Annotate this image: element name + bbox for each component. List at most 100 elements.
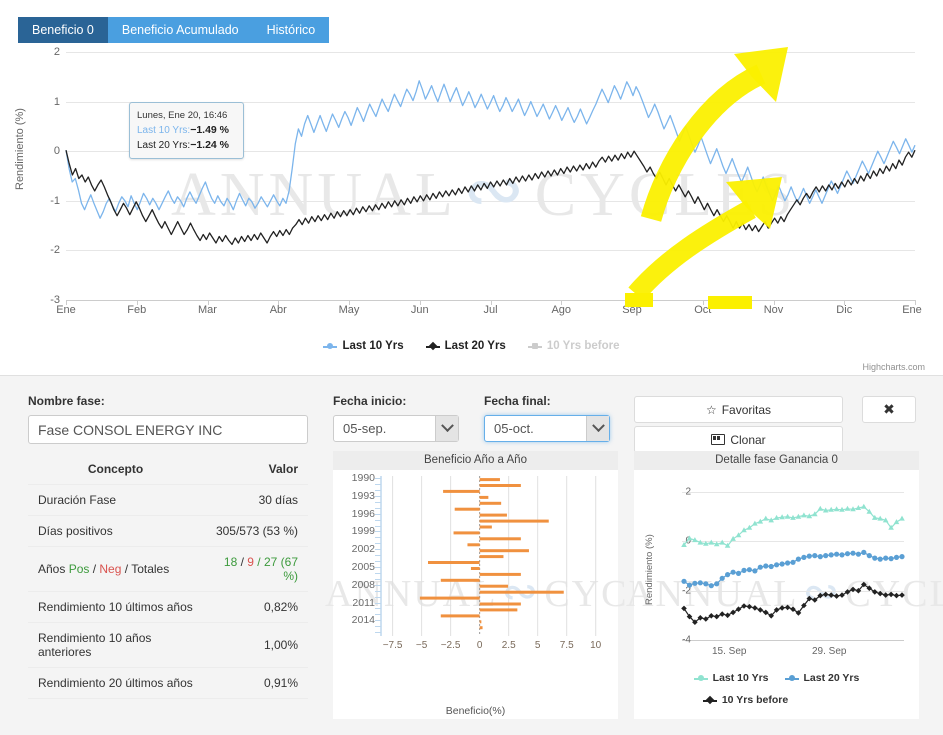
fecha-inicio-select[interactable]: 05-sep. — [333, 415, 459, 442]
highcharts-credit[interactable]: Highcharts.com — [862, 362, 925, 372]
close-icon: ✖ — [883, 401, 895, 417]
beneficio-y-tick-2002: 2002 — [351, 543, 375, 556]
beneficio-y-tick-2005: 2005 — [351, 561, 375, 573]
y-tick-neg1: -1 — [50, 194, 60, 207]
col-header-valor: Valor — [203, 454, 308, 485]
favoritas-button[interactable]: ☆ Favoritas — [634, 396, 843, 423]
beneficio-y-tick-2008: 2008 — [351, 578, 375, 591]
fecha-inicio-group: Fecha inicio: 05-sep. — [333, 394, 459, 442]
cell-anos-pos-neg-label: Años Pos / Neg / Totales — [28, 546, 204, 592]
x-tick-sep: Sep — [622, 304, 642, 316]
x-tick-mar: Mar — [198, 304, 217, 316]
y-tick-neg3: -3 — [50, 294, 60, 306]
main-chart-x-axis: Ene Feb Mar Abr May Jun Jul Ago Sep Oct … — [56, 293, 922, 322]
stats-table: Concepto Valor Duración Fase 30 días Día… — [28, 454, 308, 699]
beneficio-x-tick-1: −5 — [415, 640, 428, 651]
legend-item-10-yrs-before[interactable]: 10 Yrs before — [527, 340, 620, 352]
tooltip-series-1-label: Last 10 Yrs: — [137, 125, 191, 136]
beneficio-plot-area: ANNUAL∾ CYCLES −7.5 −5 −2.5 0 2.5 5 7.5 10 1990 19… — [325, 470, 700, 719]
tab-beneficio-acumulado[interactable]: Beneficio Acumulado — [107, 17, 253, 43]
main-performance-chart[interactable]: Rendimiento (%) 2 1 0 -1 -2 -3 ANNUAL∾CY… — [0, 40, 943, 372]
beneficio-panel-title: Beneficio Año a Año — [333, 451, 618, 470]
detalle-panel-title: Detalle fase Ganancia 0 — [634, 451, 919, 470]
detalle-legend-last-10-yrs[interactable]: Last 10 Yrs — [693, 672, 769, 684]
beneficio-y-tick-2014: 2014 — [351, 614, 375, 627]
col-header-concepto: Concepto — [28, 454, 204, 485]
beneficio-x-tick-7: 10 — [590, 640, 602, 651]
concepto-valor-table: Concepto Valor Duración Fase 30 días Día… — [28, 454, 308, 699]
clonar-label: Clonar — [730, 432, 766, 447]
nombre-fase-input[interactable] — [28, 415, 308, 444]
legend-marker-diamond-icon — [425, 341, 440, 351]
legend-marker-diamond-icon — [702, 695, 717, 705]
fecha-final-group: Fecha final: 05-oct. — [484, 394, 610, 442]
nombre-fase-label: Nombre fase: — [28, 394, 105, 408]
chart-tooltip: Lunes, Ene 20, 16:46 Last 10 Yrs:−1.49 %… — [129, 102, 244, 159]
beneficio-ano-a-ano-panel[interactable]: Beneficio Año a Año ANNUAL∾ CYCLES −7.5 −5… — [325, 451, 700, 719]
beneficio-y-tick-1996: 1996 — [351, 507, 375, 520]
chevron-down-icon[interactable] — [586, 416, 609, 441]
beneficio-x-tick-5: 5 — [534, 640, 541, 651]
fecha-final-label: Fecha final: — [484, 394, 551, 408]
copy-icon — [711, 434, 726, 445]
detalle-y-tick-0: 0 — [685, 535, 691, 547]
beneficio-y-tick-1993: 1993 — [351, 489, 375, 502]
x-tick-ago: Ago — [551, 304, 572, 316]
x-tick-may: May — [338, 304, 360, 316]
x-tick-abr: Abr — [269, 304, 287, 316]
detalle-legend-last-20-yrs[interactable]: Last 20 Yrs — [784, 672, 859, 684]
tab-historico[interactable]: Histórico — [252, 17, 330, 43]
beneficio-x-axis-title: Beneficio(%) — [445, 705, 506, 717]
detalle-y-tick-neg2: -2 — [682, 585, 691, 597]
legend-marker-triangle-icon — [693, 673, 708, 683]
y-tick-0: 0 — [53, 145, 60, 158]
beneficio-bars-svg — [380, 476, 597, 636]
detalle-legend-row-2[interactable]: 10 Yrs before — [634, 694, 919, 706]
y-tick-1: 1 — [53, 95, 60, 108]
y-tick-2: 2 — [53, 46, 60, 58]
x-tick-nov: Nov — [763, 304, 784, 316]
tooltip-date: Lunes, Ene 20, 16:46 — [137, 110, 228, 121]
cell-rend-20-ultimos-label: Rendimiento 20 últimos años — [28, 667, 204, 699]
legend-item-last-10-yrs[interactable]: Last 10 Yrs — [323, 340, 404, 352]
beneficio-x-tick-3: 0 — [476, 640, 483, 651]
main-chart-plot-area: 2 1 0 -1 -2 -3 ANNUAL∾CYCLES — [50, 46, 916, 306]
table-row: Rendimiento 10 últimos años 0,82% — [28, 591, 308, 623]
x-tick-ene: Ene — [56, 304, 76, 316]
cell-anos-pos-neg-value: 18 / 9 / 27 (67 %) — [203, 546, 308, 592]
chevron-down-icon[interactable] — [435, 416, 458, 441]
tab-bar[interactable]: Beneficio 0 Beneficio Acumulado Históric… — [18, 17, 330, 43]
main-chart-legend[interactable]: Last 10 Yrs Last 20 Yrs 10 Yrs before — [0, 340, 943, 352]
detalle-legend-row-1[interactable]: Last 10 Yrs Last 20 Yrs — [634, 672, 919, 684]
clonar-button[interactable]: Clonar — [634, 426, 843, 453]
table-header-row: Concepto Valor — [28, 454, 308, 485]
legend-label-last-10-yrs: Last 10 Yrs — [342, 340, 404, 352]
x-tick-ene-2: Ene — [902, 304, 922, 316]
tab-beneficio-0[interactable]: Beneficio 0 — [18, 17, 108, 43]
detalle-y-tick-neg4: -4 — [682, 634, 691, 646]
beneficio-x-tick-2: −2.5 — [440, 640, 461, 651]
legend-item-last-20-yrs[interactable]: Last 20 Yrs — [425, 340, 506, 352]
detalle-plot-area: ANNUAL∾CYCLES Rendimiento (%) 2 0 -2 -4 … — [626, 470, 943, 719]
x-tick-dic: Dic — [836, 304, 853, 316]
detalle-legend-10-yrs-before[interactable]: 10 Yrs before — [702, 694, 788, 706]
cell-duracion-fase-value: 30 días — [203, 484, 308, 516]
table-row: Días positivos 305/573 (53 %) — [28, 515, 308, 547]
close-button[interactable]: ✖ — [862, 396, 916, 423]
y-tick-neg2: -2 — [50, 244, 60, 257]
fecha-final-select[interactable]: 05-oct. — [484, 415, 610, 442]
beneficio-y-tick-1999: 1999 — [351, 525, 375, 538]
legend-marker-circle-icon — [784, 673, 799, 683]
legend-label-10-yrs-before: 10 Yrs before — [546, 340, 620, 352]
table-row: Años Pos / Neg / Totales 18 / 9 / 27 (67… — [28, 546, 308, 592]
x-tick-oct: Oct — [694, 304, 712, 316]
x-tick-feb: Feb — [127, 304, 147, 316]
cell-rend-10-ultimos-label: Rendimiento 10 últimos años — [28, 591, 204, 623]
detalle-x-tick-15-sep: 15. Sep — [712, 646, 747, 657]
table-row: Rendimiento 20 últimos años 0,91% — [28, 667, 308, 699]
cell-rend-10-anteriores-value: 1,00% — [203, 622, 308, 668]
detalle-fase-panel[interactable]: Detalle fase Ganancia 0 ANNUAL∾CYCLES Re… — [626, 451, 943, 719]
beneficio-x-tick-6: 7.5 — [559, 640, 574, 651]
detalle-series-svg — [681, 503, 905, 625]
tooltip-series-1-value: −1.49 % — [190, 124, 230, 136]
